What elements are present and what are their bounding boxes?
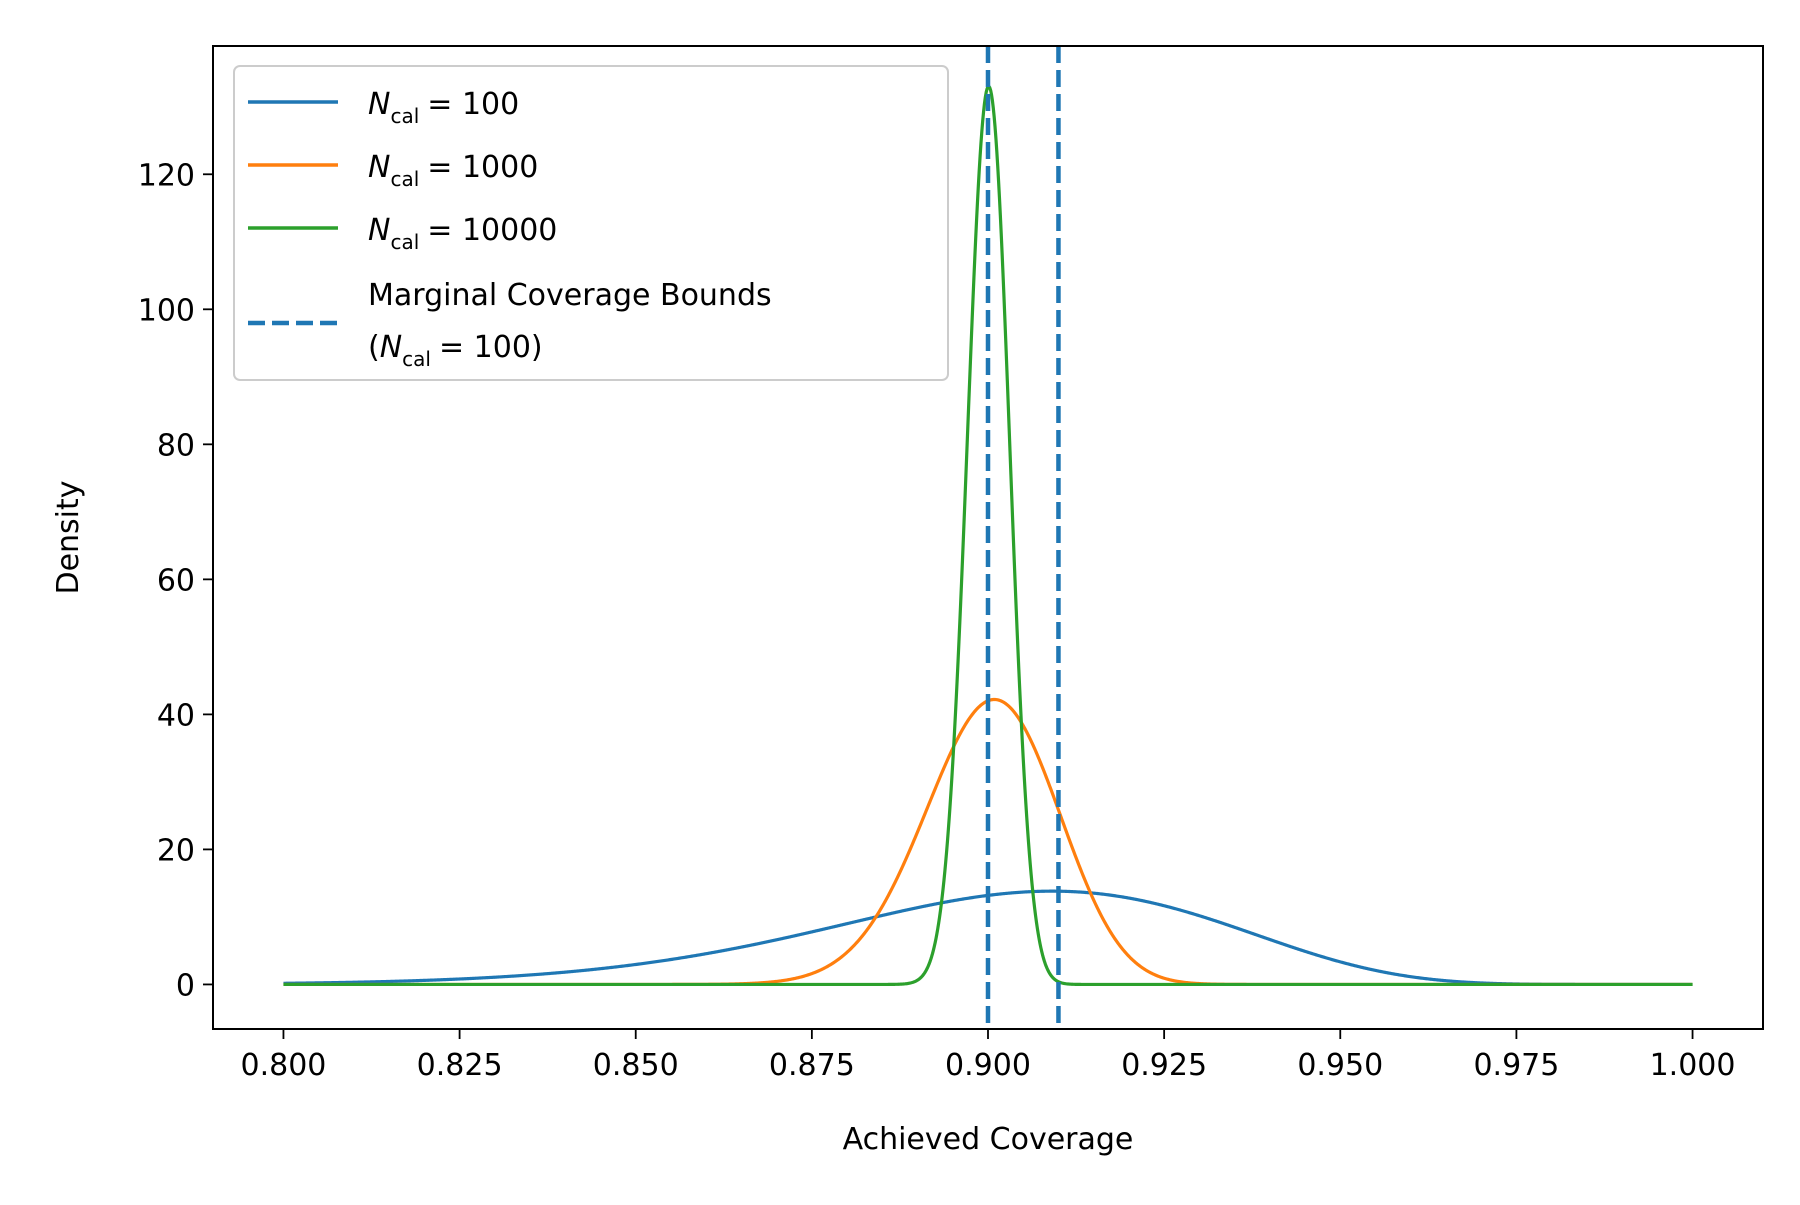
x-tick-label: 0.975 [1473,1048,1559,1083]
legend-var: N [368,213,390,248]
x-tick-label: 0.900 [945,1048,1031,1083]
plot-area [282,46,1694,1029]
legend-var: N [380,330,402,365]
x-tick-label: 1.000 [1650,1048,1736,1083]
legend-entry-4: Marginal Coverage Bounds (Ncal = 100) [248,278,772,371]
y-tick-label: 20 [157,833,195,868]
x-tick-label: 0.925 [1121,1048,1207,1083]
legend-rest: = 10000 [427,213,557,248]
y-tick-label: 80 [157,428,195,463]
y-tick-label: 0 [176,968,195,1003]
legend-var: N [368,150,390,185]
x-axis-title: Achieved Coverage [843,1122,1134,1157]
legend-label-4-line-2: (Ncal = 100) [368,330,543,371]
y-axis-title: Density [51,480,86,594]
x-tick-label: 0.850 [593,1048,679,1083]
legend-subscript: cal [390,104,419,128]
x-tick-label: 0.825 [417,1048,503,1083]
y-tick-label: 100 [138,293,195,328]
y-tick-label: 120 [138,158,195,193]
legend-entry-2: Ncal = 1000 [248,150,538,191]
x-tick-label: 0.950 [1297,1048,1383,1083]
legend-paren: ( [368,330,380,365]
legend-subscript: cal [390,167,419,191]
legend-subscript: cal [390,230,419,254]
legend-label-2: Ncal = 1000 [368,150,538,191]
legend-entry-1: Ncal = 100 [248,87,519,128]
legend-rest: = 100) [439,330,543,365]
legend-subscript: cal [402,347,431,371]
y-tick-label: 40 [157,698,195,733]
legend: Ncal = 100 Ncal = 1000 Ncal = 10000 Marginal C… [233,65,949,381]
legend-label-1: Ncal = 100 [368,87,519,128]
legend-label-3: Ncal = 10000 [368,213,557,254]
x-tick-label: 0.800 [241,1048,327,1083]
x-tick-label: 0.875 [769,1048,855,1083]
legend-rest: = 1000 [427,150,538,185]
legend-label-4-line-1: Marginal Coverage Bounds [368,278,772,313]
y-tick-label: 60 [157,563,195,598]
legend-var: N [368,87,390,122]
legend-box [233,65,949,381]
legend-entry-3: Ncal = 10000 [248,213,557,254]
legend-rest: = 100 [427,87,519,122]
